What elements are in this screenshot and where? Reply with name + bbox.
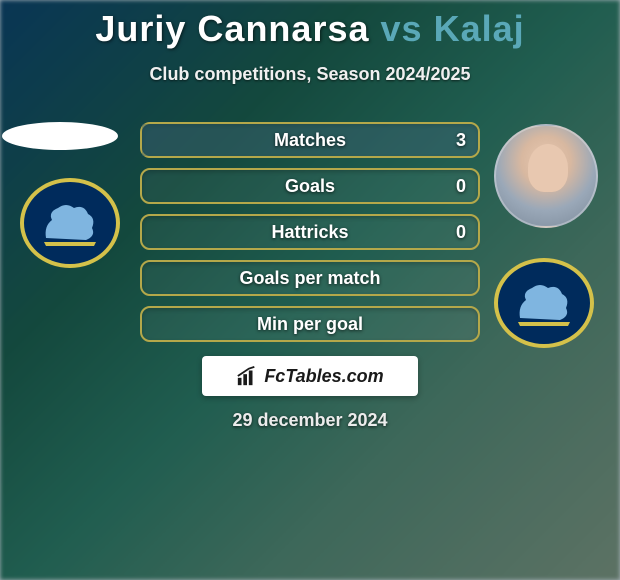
bar-chart-icon: [236, 365, 258, 387]
player2-avatar: [494, 124, 598, 228]
player1-avatar-placeholder: [2, 122, 118, 150]
stats-table: Matches3Goals0Hattricks0Goals per matchM…: [140, 122, 480, 352]
stat-row: Matches3: [140, 122, 480, 158]
content: Juriy Cannarsa vs Kalaj Club competition…: [0, 0, 620, 580]
title-separator: vs: [381, 8, 423, 49]
stat-row: Hattricks0: [140, 214, 480, 250]
stat-row: Goals0: [140, 168, 480, 204]
subheader: Club competitions, Season 2024/2025: [0, 64, 620, 85]
stat-label: Hattricks: [142, 222, 478, 243]
stat-bar-player2: [142, 124, 478, 156]
brand-badge: FcTables.com: [202, 356, 418, 396]
player2-club-badge: [494, 258, 594, 348]
brand-text: FcTables.com: [264, 366, 383, 387]
stat-label: Goals: [142, 176, 478, 197]
player1-name: Juriy Cannarsa: [95, 8, 369, 49]
comparison-card: Juriy Cannarsa vs Kalaj Club competition…: [0, 0, 620, 580]
player1-club-badge: [20, 178, 120, 268]
stat-label: Goals per match: [142, 268, 478, 289]
date-label: 29 december 2024: [0, 410, 620, 431]
club-crest-icon: [38, 198, 102, 248]
stat-value-player2: 0: [456, 222, 466, 243]
player2-name: Kalaj: [434, 8, 525, 49]
stat-row: Goals per match: [140, 260, 480, 296]
stat-label: Min per goal: [142, 314, 478, 335]
page-title: Juriy Cannarsa vs Kalaj: [0, 0, 620, 50]
club-crest-icon: [512, 278, 576, 328]
stat-row: Min per goal: [140, 306, 480, 342]
stat-value-player2: 0: [456, 176, 466, 197]
